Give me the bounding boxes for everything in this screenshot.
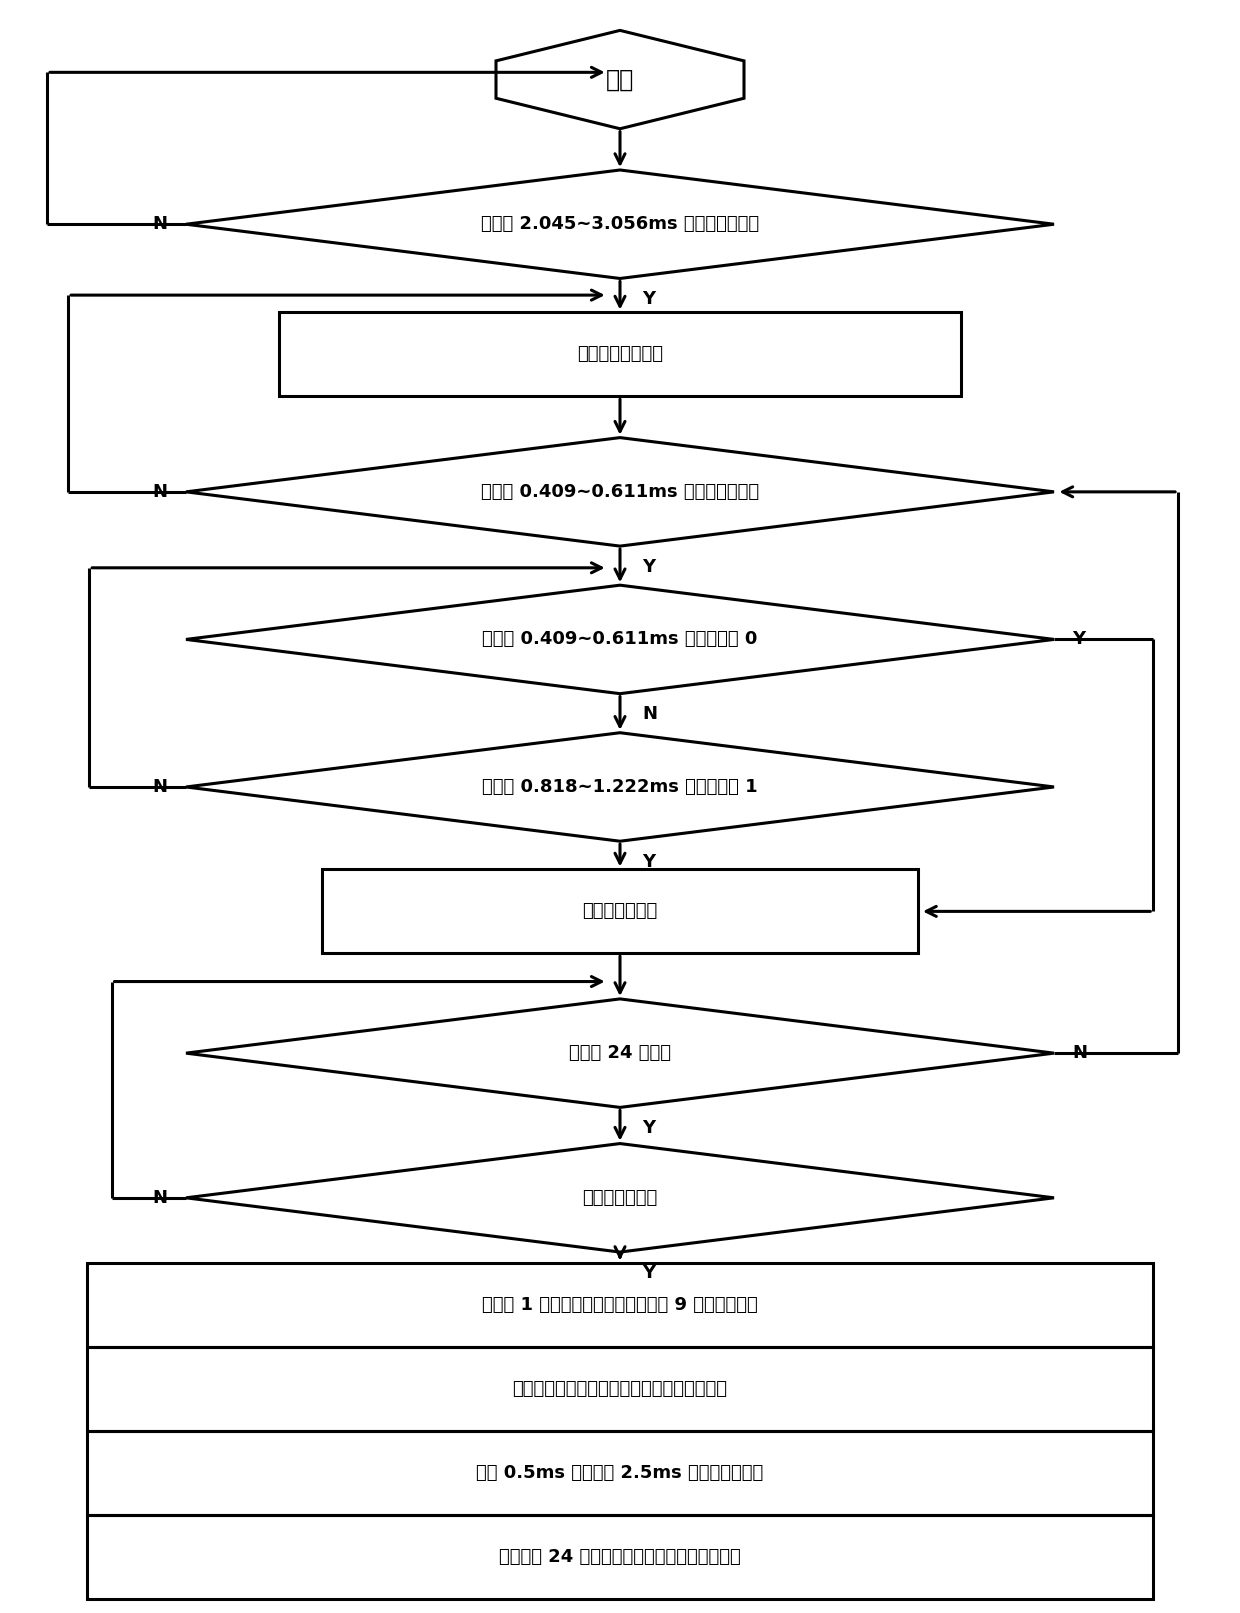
Bar: [87, 1431, 1153, 1515]
Text: N: N: [153, 777, 167, 795]
Text: 检测到 0.818~1.222ms 低电平数据 1: 检测到 0.818~1.222ms 低电平数据 1: [482, 777, 758, 795]
Text: 检测到 0.409~0.611ms 低电平数据 0: 检测到 0.409~0.611ms 低电平数据 0: [482, 631, 758, 648]
Text: Y: Y: [1073, 631, 1086, 648]
Text: 检测到 2.045~3.056ms 低电平脉冲起始: 检测到 2.045~3.056ms 低电平脉冲起始: [481, 215, 759, 234]
Text: 数据帧校验正确: 数据帧校验正确: [583, 1189, 657, 1207]
Text: 检测到 0.409~0.611ms 高电平时钟同步: 检测到 0.409~0.611ms 高电平时钟同步: [481, 482, 759, 502]
Text: Y: Y: [642, 1263, 656, 1282]
Bar: [87, 1347, 1153, 1431]
Text: Y: Y: [642, 1119, 656, 1137]
Text: 更新接收缓冲器: 更新接收缓冲器: [583, 902, 657, 921]
Text: 开始: 开始: [606, 68, 634, 92]
Text: 发送 0.5ms 高电平与 2.5ms 低电平的起始位: 发送 0.5ms 高电平与 2.5ms 低电平的起始位: [476, 1463, 764, 1482]
Text: N: N: [153, 215, 167, 234]
Text: 初始化接收缓冲器: 初始化接收缓冲器: [577, 345, 663, 363]
Text: 根据位 1 的値更新加热输出，根据位 9 的値测量温度: 根据位 1 的値更新加热输出，根据位 9 的値测量温度: [482, 1295, 758, 1315]
Bar: [279, 313, 961, 397]
Text: Y: Y: [642, 853, 656, 871]
Bar: [87, 1515, 1153, 1598]
Text: 接收到 24 位数据: 接收到 24 位数据: [569, 1044, 671, 1061]
Text: Y: Y: [642, 558, 656, 576]
Text: N: N: [1073, 1044, 1087, 1061]
Bar: [87, 1263, 1153, 1347]
Text: Y: Y: [642, 290, 656, 308]
Text: 根据测得温度値计算校验値，更新发送缓冲器: 根据测得温度値计算校验値，更新发送缓冲器: [512, 1379, 728, 1398]
Text: N: N: [153, 482, 167, 502]
Text: N: N: [153, 1189, 167, 1207]
Text: N: N: [642, 705, 657, 723]
Bar: [322, 869, 918, 953]
Text: 依次发送 24 位数据的时钟同步与数据表示单元: 依次发送 24 位数据的时钟同步与数据表示单元: [500, 1547, 740, 1566]
